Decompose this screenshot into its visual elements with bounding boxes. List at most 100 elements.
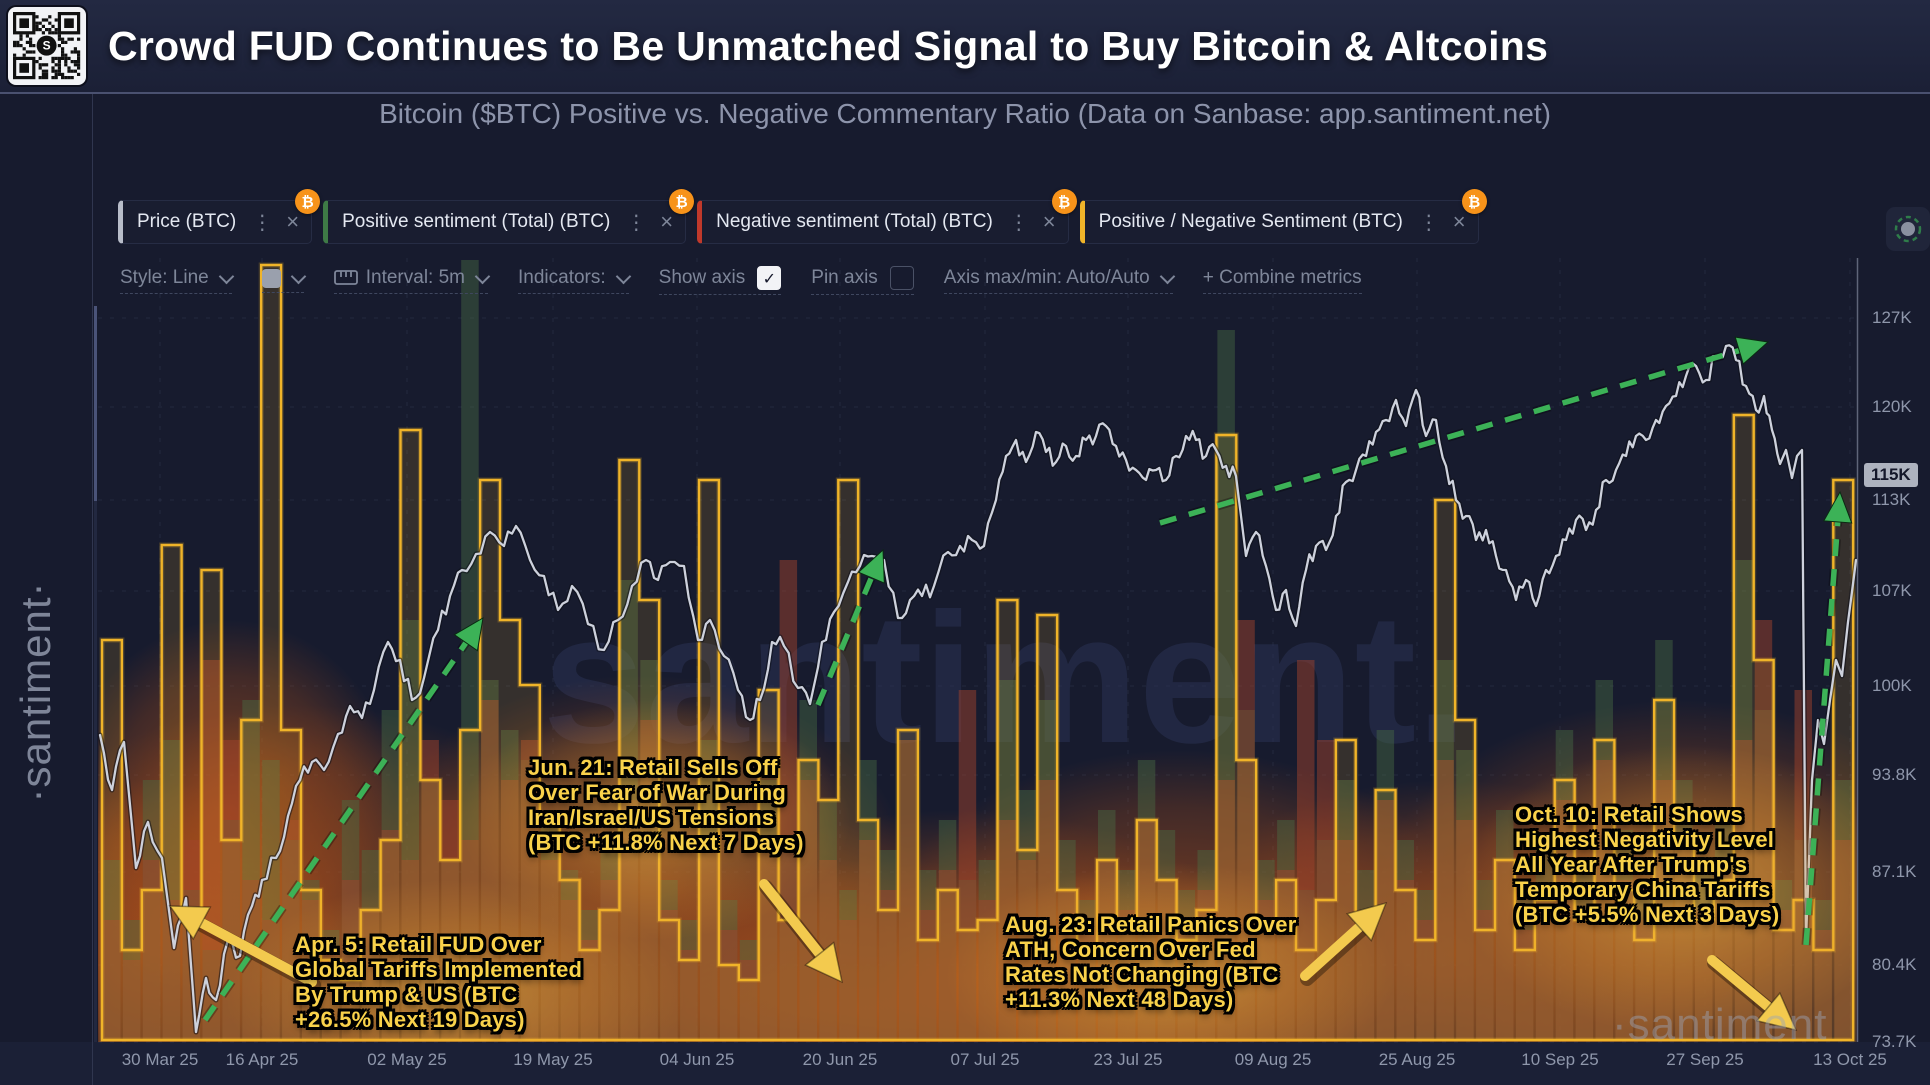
pin-axis-label: Pin axis — [811, 267, 878, 288]
annotation-line: Over Fear of War During — [528, 780, 787, 805]
annotation-line: By Trump & US (BTC — [295, 982, 518, 1007]
x-axis-tick-label: 16 Apr 25 — [225, 1050, 299, 1069]
combine-metrics-label: + Combine metrics — [1202, 267, 1362, 288]
annotation-line: Aug. 23: Retail Panics Over — [1005, 912, 1297, 937]
indicators-dropdown[interactable]: Indicators: — [518, 267, 631, 294]
chevron-down-icon — [218, 268, 235, 284]
annotation-line: Apr. 5: Retail FUD Over — [295, 932, 542, 957]
current-price-badge: 115K — [1864, 463, 1918, 487]
chevron-down-icon — [615, 268, 631, 284]
y-axis-tick-label: 120K — [1872, 397, 1912, 416]
tab-close-icon[interactable]: × — [286, 209, 300, 234]
y-axis-tick-label: 73.7K — [1872, 1032, 1917, 1051]
tab-menu-icon[interactable]: ⋮ — [626, 210, 647, 234]
color-swatch-icon — [261, 268, 281, 288]
event-arrow-yellow — [759, 879, 844, 984]
bitcoin-badge-icon: ₿ — [1461, 189, 1487, 214]
tab-close-icon[interactable]: × — [1042, 209, 1056, 234]
sidebar-watermark: ·santiment· — [12, 581, 59, 803]
annotation-line: Rates Not Changing (BTC — [1005, 962, 1279, 987]
metric-tab-label: Positive sentiment (Total) (BTC) — [342, 211, 611, 232]
annotation-line: +11.3% Next 48 Days) — [1005, 987, 1234, 1012]
x-axis-tick-label: 30 Mar 25 — [121, 1050, 199, 1069]
annotation-line: Jun. 21: Retail Sells Off — [528, 755, 778, 780]
metric-tab-label: Positive / Negative Sentiment (BTC) — [1098, 211, 1403, 232]
annotation-line: Highest Negativity Level — [1515, 827, 1775, 852]
x-axis-tick-label: 19 May 25 — [513, 1050, 593, 1069]
event-annotation: Oct. 10: Retail Shows Highest Negativity … — [1515, 802, 1779, 927]
annotation-line: (BTC +5.5% Next 3 Days) — [1515, 902, 1780, 927]
annotation-line: Iran/Israel/US Tensions — [528, 805, 775, 830]
interval-dropdown[interactable]: Interval: 5m — [333, 267, 491, 294]
check-icon: ✓ — [762, 268, 776, 288]
x-axis-tick-label: 02 May 25 — [367, 1050, 447, 1069]
annotation-line: Oct. 10: Retail Shows — [1515, 802, 1743, 827]
axis-maxmin-label: Axis max/min: Auto/Auto — [943, 267, 1150, 288]
y-axis-tick-label: 113K — [1872, 490, 1911, 509]
tab-menu-icon[interactable]: ⋮ — [252, 210, 273, 234]
x-axis-tick-label: 27 Sep 25 — [1666, 1050, 1744, 1069]
event-arrow-yellow — [1300, 901, 1388, 986]
y-axis-tick-label: 80.4K — [1872, 955, 1917, 974]
annotation-glow — [225, 700, 1857, 1042]
header-bar: S Crowd FUD Continues to Be Unmatched Si… — [0, 0, 1930, 94]
metric-tab[interactable]: Negative sentiment (Total) (BTC) ⋮ × ₿ — [697, 189, 1077, 244]
event-arrow-yellow — [1707, 955, 1798, 1032]
chart-toolbar: Style: Line Interval: 5m Indicators: Sho… — [120, 266, 1362, 295]
x-axis-tick-label: 09 Aug 25 — [1234, 1050, 1312, 1069]
status-circle-icon — [1894, 215, 1922, 243]
y-axis-tick-label: 87.1K — [1872, 862, 1917, 881]
y-axis-tick-label: 93.8K — [1872, 765, 1917, 784]
svg-text:S: S — [43, 39, 51, 53]
event-annotation: Apr. 5: Retail FUD Over Global Tariffs Im… — [295, 932, 582, 1032]
annotation-line: ATH, Concern Over Fed — [1005, 937, 1256, 962]
y-axis-tick-label: 127K — [1872, 308, 1912, 327]
x-axis-tick-label: 20 Jun 25 — [802, 1050, 878, 1069]
tab-menu-icon[interactable]: ⋮ — [1008, 210, 1029, 234]
scrollbar-track[interactable] — [94, 306, 97, 1042]
qr-code-icon: S — [8, 7, 86, 85]
axis-maxmin-dropdown[interactable]: Axis max/min: Auto/Auto — [943, 267, 1175, 294]
x-axis-tick-label: 25 Aug 25 — [1378, 1050, 1456, 1069]
trend-arrow-green — [813, 548, 885, 707]
scrollbar-thumb[interactable] — [94, 306, 97, 501]
metric-tabs-row: Price (BTC) ⋮ × ₿ Positive sentiment (Total)… — [118, 189, 1487, 244]
annotation-line: (BTC +11.8% Next 7 Days) — [528, 830, 804, 855]
bitcoin-badge-icon: ₿ — [669, 189, 695, 214]
combine-metrics-button[interactable]: + Combine metrics — [1202, 267, 1362, 294]
pin-axis-checkbox[interactable] — [889, 266, 914, 290]
color-style-dropdown[interactable] — [261, 268, 307, 293]
trend-arrow-green — [1801, 490, 1853, 946]
bitcoin-badge-icon: ₿ — [1051, 189, 1077, 214]
tab-close-icon[interactable]: × — [660, 209, 674, 234]
event-annotation: Jun. 21: Retail Sells Off Over Fear of Wa… — [528, 755, 804, 855]
ruler-icon — [333, 270, 358, 285]
x-axis-tick-label: 13 Oct 25 — [1813, 1050, 1887, 1069]
style-dropdown[interactable]: Style: Line — [120, 267, 235, 294]
annotation-line: +26.5% Next 19 Days) — [295, 1007, 525, 1032]
indicators-label: Indicators: — [518, 267, 606, 288]
chart-settings-button[interactable] — [1886, 207, 1930, 251]
trend-arrow-green — [201, 617, 484, 1023]
chevron-down-icon — [474, 268, 491, 284]
tab-menu-icon[interactable]: ⋮ — [1418, 210, 1439, 234]
pin-axis-toggle[interactable]: Pin axis — [811, 266, 914, 295]
page-title: Crowd FUD Continues to Be Unmatched Sign… — [108, 22, 1549, 69]
y-axis-tick-label: 107K — [1872, 581, 1912, 600]
bitcoin-badge-icon: ₿ — [295, 189, 321, 214]
show-axis-checkbox[interactable]: ✓ — [757, 266, 782, 290]
metric-tab[interactable]: Positive / Negative Sentiment (BTC) ⋮ × ₿ — [1079, 189, 1487, 244]
show-axis-label: Show axis — [658, 267, 746, 288]
sidebar-divider — [92, 0, 93, 1085]
annotation-line: Global Tariffs Implemented — [295, 957, 583, 982]
metric-tab[interactable]: Price (BTC) ⋮ × ₿ — [118, 189, 321, 244]
x-axis-tick-label: 10 Sep 25 — [1521, 1050, 1599, 1069]
metric-tab[interactable]: Positive sentiment (Total) (BTC) ⋮ × ₿ — [323, 189, 695, 244]
metric-tab-label: Price (BTC) — [137, 211, 237, 232]
style-label: Style: Line — [120, 267, 209, 288]
chart-subtitle: Bitcoin ($BTC) Positive vs. Negative Com… — [379, 98, 1551, 129]
show-axis-toggle[interactable]: Show axis ✓ — [658, 266, 782, 295]
tab-close-icon[interactable]: × — [1452, 209, 1466, 234]
